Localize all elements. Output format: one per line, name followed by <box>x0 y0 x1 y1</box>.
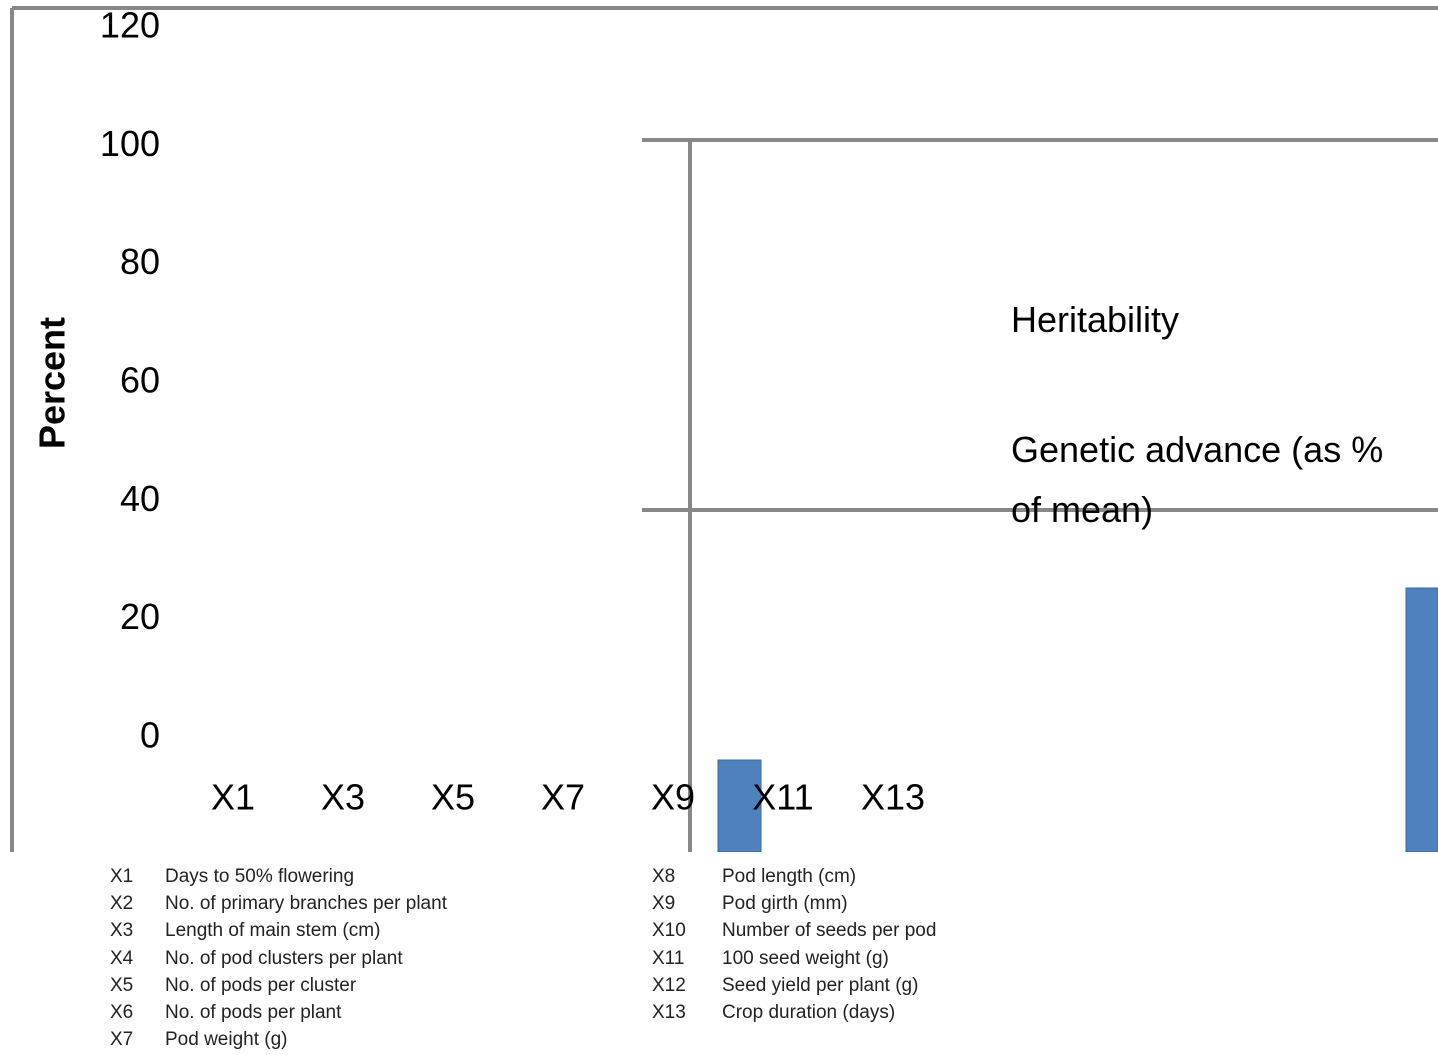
key-code: X3 <box>110 920 134 942</box>
legend-entry: Heritability <box>1011 299 1180 340</box>
key-code: X13 <box>652 1002 686 1023</box>
y-tick-label: 40 <box>120 478 160 519</box>
key-label: Pod length (cm) <box>722 866 857 887</box>
key-label: Pod weight (g) <box>165 1029 288 1051</box>
y-axis-label: Percent <box>32 317 73 449</box>
key-code: X4 <box>110 947 134 969</box>
x-tick-label: X1 <box>211 777 255 818</box>
key-code: X1 <box>110 866 134 887</box>
key-label: No. of pods per plant <box>165 1002 342 1023</box>
y-tick-label: 0 <box>140 715 160 756</box>
key-code: X5 <box>110 974 134 996</box>
key-code: X2 <box>110 893 134 915</box>
key-label: Crop duration (days) <box>722 1002 896 1023</box>
y-tick-label: 20 <box>120 596 160 637</box>
key-label: Number of seeds per pod <box>722 920 937 942</box>
key-code: X6 <box>110 1002 134 1023</box>
x-tick-label: X11 <box>752 777 813 818</box>
legend-entry: Genetic advance (as % of mean) <box>1011 429 1384 530</box>
key-code: X8 <box>652 866 676 887</box>
y-tick-label: 120 <box>100 5 160 46</box>
key-label: No. of pod clusters per plant <box>165 947 403 969</box>
y-tick-label: 100 <box>100 123 160 164</box>
key-label: Days to 50% flowering <box>165 866 355 887</box>
x-tick-label: X9 <box>651 777 695 818</box>
x-tick-label: X5 <box>431 777 475 818</box>
key-label: No. of primary branches per plant <box>165 893 447 915</box>
key-label: Pod girth (mm) <box>722 893 848 915</box>
x-tick-label: X13 <box>861 777 925 818</box>
key-code: X9 <box>652 893 676 915</box>
key-label: 100 seed weight (g) <box>722 947 889 969</box>
bar-fragment <box>1405 587 1438 852</box>
chart: Percent 0 20 40 60 80 100 120 X1 X3 X5 X7 X9 X11 X13 <box>10 5 1438 852</box>
key-code: X10 <box>652 920 686 942</box>
key-label: Length of main stem (cm) <box>165 920 381 942</box>
y-tick-label: 60 <box>120 360 160 401</box>
bar-fragment <box>717 759 762 852</box>
x-tick-label: X3 <box>321 777 365 818</box>
key-label: Seed yield per plant (g) <box>722 974 919 996</box>
x-tick-label: X7 <box>541 777 585 818</box>
key-code: X11 <box>652 947 685 969</box>
key-code: X12 <box>652 974 686 996</box>
y-tick-label: 80 <box>120 241 160 282</box>
key-code: X7 <box>110 1029 134 1051</box>
key-label: No. of pods per cluster <box>165 974 357 996</box>
